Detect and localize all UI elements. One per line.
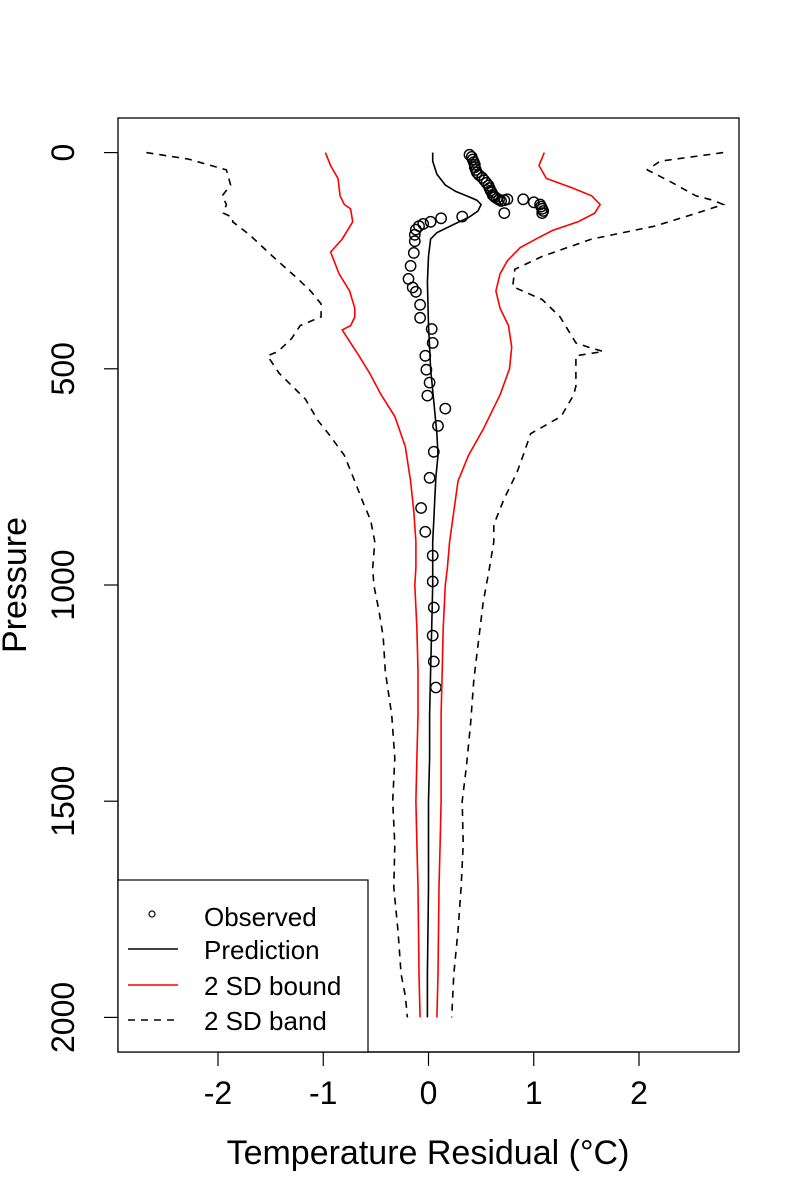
observed-point (423, 376, 436, 389)
observed-point (425, 323, 438, 335)
observed-point (409, 285, 422, 298)
observed-point (439, 402, 452, 415)
series-line-2 (324, 152, 421, 1018)
series-line-4 (146, 151, 409, 1018)
y-axis-label: Pressure (0, 517, 34, 653)
legend-label: 2 SD bound (204, 971, 341, 1001)
observed-point (404, 259, 417, 272)
legend-box (117, 879, 369, 1053)
observed-point (493, 193, 505, 206)
observed-point (408, 235, 421, 248)
series-line-3 (436, 152, 602, 1018)
observed-point (419, 349, 432, 362)
y-tick-label: 2000 (45, 982, 81, 1053)
y-tick-label: 1500 (45, 766, 81, 837)
legend-symbol-point (148, 910, 156, 918)
y-tick-label: 0 (45, 144, 81, 162)
observed-point (426, 629, 439, 642)
series-line-1 (426, 152, 483, 1018)
observed-point (424, 215, 437, 228)
x-axis-label: Temperature Residual (°C) (227, 1134, 630, 1172)
observed-point (414, 311, 426, 324)
x-tick-label: 2 (630, 1075, 648, 1111)
observed-point (407, 246, 420, 259)
observed-point (423, 471, 436, 484)
observed-point (427, 601, 440, 614)
x-tick-label: 0 (420, 1075, 438, 1111)
observed-point (429, 681, 442, 694)
observed-point (432, 419, 444, 432)
legend-label: Prediction (204, 935, 320, 965)
observed-point (501, 193, 514, 206)
observed-point (426, 336, 439, 349)
observed-point (427, 655, 440, 668)
legend-label: Observed (204, 902, 317, 932)
observed-point (408, 228, 421, 241)
observed-point (435, 212, 447, 225)
legend-label: 2 SD band (204, 1006, 327, 1036)
observed-point (415, 502, 427, 514)
observed-point (420, 363, 433, 376)
series-line-5 (450, 151, 726, 1018)
y-axis: 0 500 1000 1500 2000 (45, 144, 119, 1053)
observed-point (419, 525, 432, 538)
observed-point (536, 207, 549, 220)
observed-point (498, 207, 511, 220)
y-tick-label: 500 (45, 342, 81, 395)
x-axis: -2 -1 0 1 2 (204, 1051, 648, 1111)
observed-point (427, 445, 440, 458)
observed-point (414, 298, 426, 311)
observed-point (517, 193, 530, 206)
observed-point (421, 389, 434, 402)
series-layer (146, 148, 726, 1018)
observed-point (456, 210, 469, 223)
x-tick-label: 1 (525, 1075, 543, 1111)
observed-point (409, 223, 422, 236)
x-tick-label: -2 (204, 1075, 232, 1111)
y-tick-label: 1000 (45, 549, 81, 620)
x-tick-label: -1 (309, 1075, 337, 1111)
